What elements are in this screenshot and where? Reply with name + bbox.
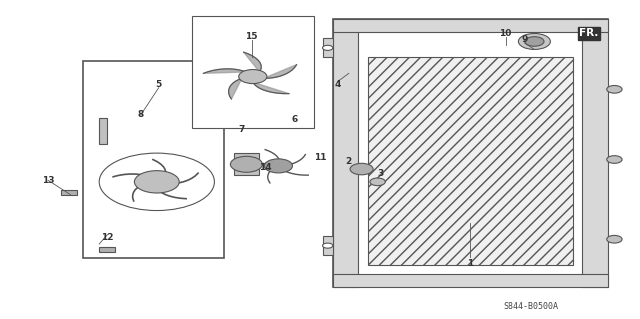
Bar — [333, 19, 608, 287]
Circle shape — [350, 163, 373, 175]
Bar — [333, 19, 608, 32]
Text: 10: 10 — [499, 29, 512, 38]
Circle shape — [370, 178, 385, 186]
Text: S844-B0500A: S844-B0500A — [504, 302, 559, 311]
Bar — [333, 274, 608, 287]
Text: 7: 7 — [239, 125, 245, 134]
Polygon shape — [253, 82, 289, 94]
Bar — [368, 57, 573, 265]
Text: 4: 4 — [335, 80, 341, 89]
Circle shape — [264, 159, 292, 173]
Bar — [99, 118, 107, 144]
Bar — [192, 16, 314, 128]
Text: 8: 8 — [138, 110, 144, 119]
Bar — [323, 38, 333, 57]
Text: 15: 15 — [245, 32, 258, 41]
Bar — [99, 247, 115, 252]
Polygon shape — [244, 52, 261, 72]
Text: FR.: FR. — [579, 28, 598, 39]
Text: 11: 11 — [314, 153, 326, 162]
Circle shape — [518, 33, 550, 49]
Text: 9: 9 — [522, 35, 528, 44]
Polygon shape — [228, 78, 242, 99]
Text: 13: 13 — [42, 176, 54, 185]
Bar — [61, 190, 77, 195]
Circle shape — [607, 85, 622, 93]
Bar — [234, 153, 259, 175]
Circle shape — [607, 235, 622, 243]
Text: 2: 2 — [346, 157, 352, 166]
Bar — [333, 19, 358, 287]
Text: 12: 12 — [101, 233, 114, 242]
Bar — [83, 61, 224, 258]
Circle shape — [230, 156, 262, 172]
Polygon shape — [204, 69, 246, 73]
Circle shape — [239, 70, 267, 84]
Circle shape — [525, 37, 544, 46]
Text: 6: 6 — [291, 115, 298, 124]
Text: 5: 5 — [156, 80, 162, 89]
Text: 1: 1 — [467, 259, 474, 268]
Bar — [582, 19, 608, 287]
Bar — [323, 236, 333, 255]
Circle shape — [134, 171, 179, 193]
Polygon shape — [264, 65, 296, 78]
Circle shape — [607, 156, 622, 163]
Circle shape — [323, 243, 333, 248]
Text: 3: 3 — [378, 169, 384, 178]
Text: 14: 14 — [259, 163, 272, 172]
Circle shape — [323, 45, 333, 50]
